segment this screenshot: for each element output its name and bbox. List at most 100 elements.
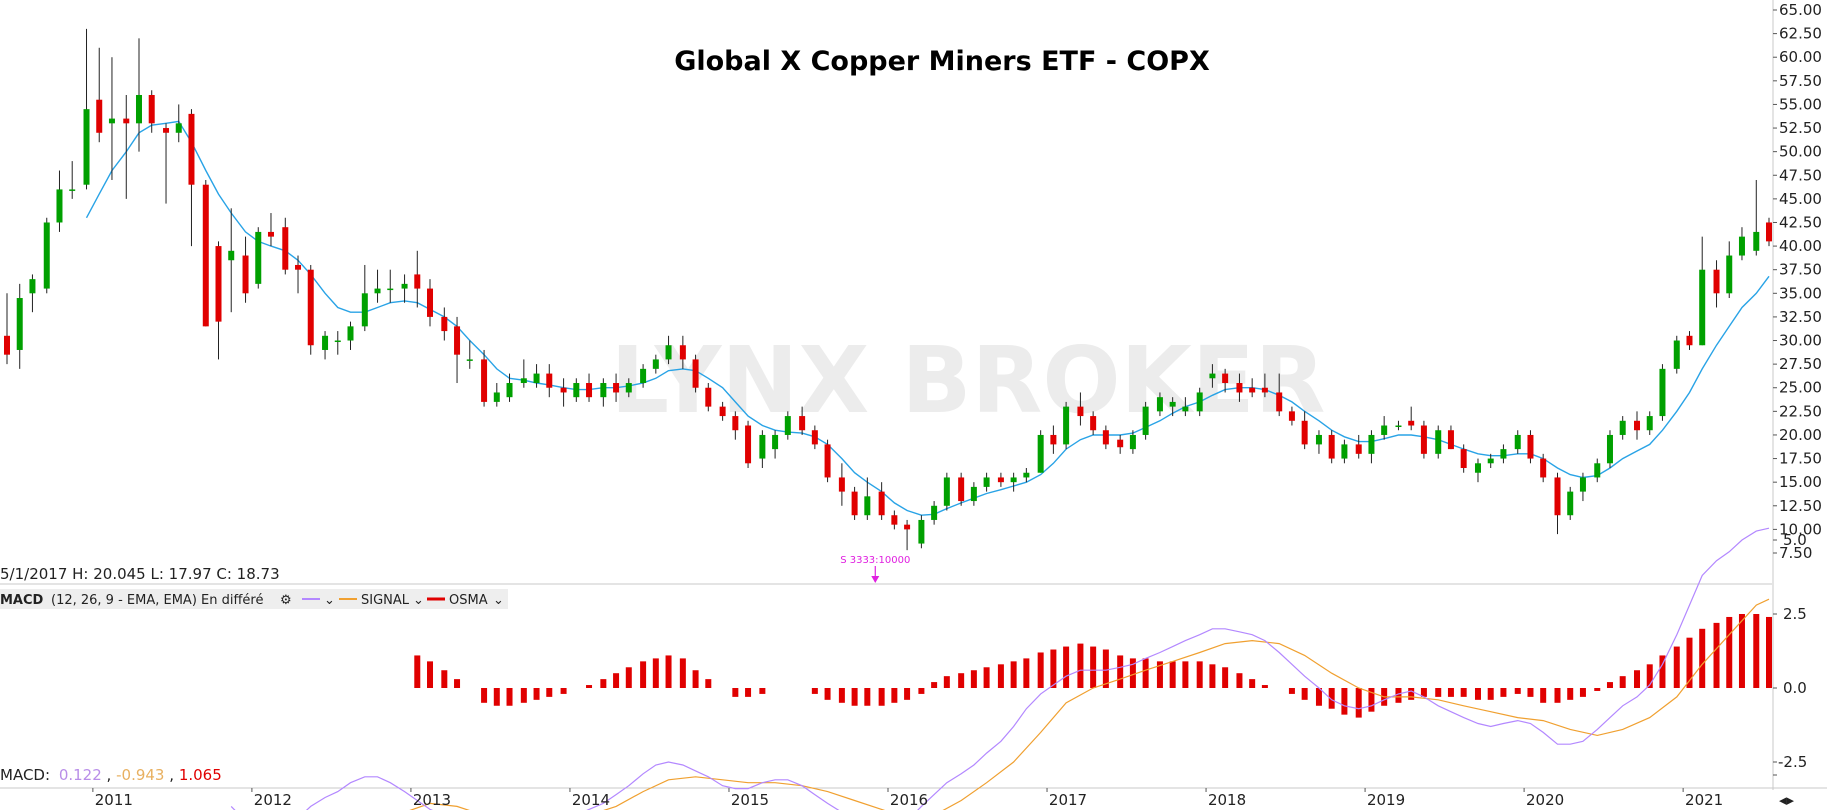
macd-legend[interactable]: MACD (12, 26, 9 - EMA, EMA) En différé ⚙…	[0, 589, 508, 609]
candlestick[interactable]	[1726, 241, 1733, 299]
candlestick[interactable]	[401, 274, 408, 303]
candlestick[interactable]	[1408, 406, 1415, 431]
candlestick[interactable]	[1447, 425, 1454, 450]
candlestick[interactable]	[943, 472, 950, 511]
candlestick[interactable]	[1606, 430, 1613, 469]
candlestick[interactable]	[1169, 397, 1176, 417]
candlestick[interactable]	[414, 250, 421, 308]
candlestick[interactable]	[1063, 401, 1070, 450]
candlestick[interactable]	[1249, 378, 1256, 398]
candlestick[interactable]	[1196, 387, 1203, 417]
candlestick[interactable]	[1646, 411, 1653, 435]
candlestick[interactable]	[573, 378, 580, 402]
candlestick[interactable]	[1381, 416, 1388, 440]
candlestick[interactable]	[163, 123, 170, 204]
chevron-down-icon[interactable]: ⌄	[493, 593, 504, 608]
candlestick[interactable]	[997, 472, 1004, 487]
candlestick[interactable]	[1540, 453, 1547, 483]
candlestick[interactable]	[1010, 472, 1017, 492]
candlestick[interactable]	[878, 482, 885, 520]
candlestick[interactable]	[96, 47, 103, 143]
candlestick[interactable]	[679, 335, 686, 369]
candlestick[interactable]	[1276, 373, 1283, 417]
candlestick[interactable]	[83, 28, 90, 190]
candlestick[interactable]	[228, 208, 235, 313]
candlestick[interactable]	[1460, 444, 1467, 473]
candlestick[interactable]	[1474, 458, 1481, 483]
candlestick[interactable]	[1209, 364, 1216, 388]
candlestick[interactable]	[838, 463, 845, 506]
candlestick[interactable]	[1699, 236, 1706, 346]
candlestick[interactable]	[1527, 430, 1534, 464]
candlestick[interactable]	[799, 406, 806, 435]
candlestick[interactable]	[784, 411, 791, 440]
candlestick[interactable]	[1156, 392, 1163, 417]
candlestick[interactable]	[267, 213, 274, 247]
candlestick[interactable]	[69, 161, 76, 199]
candlestick[interactable]	[16, 283, 23, 369]
settings-icon[interactable]: ⚙	[280, 593, 292, 608]
candlestick[interactable]	[361, 264, 368, 332]
candlestick[interactable]	[586, 373, 593, 402]
candlestick[interactable]	[1619, 416, 1626, 440]
candlestick[interactable]	[307, 264, 314, 355]
candlestick[interactable]	[1500, 444, 1507, 464]
candlestick[interactable]	[1077, 392, 1084, 426]
candlestick[interactable]	[970, 482, 977, 506]
candlestick[interactable]	[1117, 434, 1124, 454]
candlestick[interactable]	[625, 378, 632, 398]
candlestick[interactable]	[1288, 406, 1295, 426]
candlestick[interactable]	[1487, 453, 1494, 469]
candlestick[interactable]	[255, 227, 262, 289]
candlestick[interactable]	[759, 430, 766, 469]
candlestick[interactable]	[322, 331, 329, 360]
candlestick[interactable]	[215, 241, 222, 360]
candlestick[interactable]	[1395, 420, 1402, 431]
candlestick[interactable]	[613, 373, 620, 402]
candlestick[interactable]	[1355, 434, 1362, 459]
candlestick[interactable]	[958, 472, 965, 506]
candlestick[interactable]	[108, 57, 115, 180]
candlestick[interactable]	[533, 364, 540, 388]
candlestick[interactable]	[1579, 472, 1586, 502]
candlestick[interactable]	[1261, 373, 1268, 398]
candlestick[interactable]	[175, 104, 182, 143]
candlestick[interactable]	[148, 90, 155, 133]
candlestick[interactable]	[1102, 425, 1109, 450]
candlestick[interactable]	[1301, 411, 1308, 450]
candlestick[interactable]	[904, 519, 911, 551]
candlestick[interactable]	[1341, 439, 1348, 464]
candlestick[interactable]	[493, 383, 500, 407]
candlestick[interactable]	[520, 359, 527, 388]
candlestick[interactable]	[983, 472, 990, 492]
candlestick[interactable]	[387, 269, 394, 303]
candlestick[interactable]	[1514, 430, 1521, 454]
candlestick[interactable]	[719, 401, 726, 421]
candlestick[interactable]	[811, 425, 818, 450]
candlestick[interactable]	[56, 170, 63, 232]
candlestick[interactable]	[123, 94, 130, 199]
candlestick[interactable]	[374, 269, 381, 303]
candlestick[interactable]	[600, 378, 607, 407]
candlestick[interactable]	[1368, 430, 1375, 464]
candlestick[interactable]	[43, 217, 50, 294]
candlestick[interactable]	[1567, 486, 1574, 520]
candlestick[interactable]	[4, 293, 10, 365]
candlestick[interactable]	[1435, 425, 1442, 459]
candlestick[interactable]	[864, 477, 871, 520]
candlestick[interactable]	[1050, 425, 1057, 454]
candlestick[interactable]	[1420, 420, 1427, 459]
candlestick[interactable]	[891, 510, 898, 530]
candlestick[interactable]	[1023, 468, 1030, 483]
candlestick[interactable]	[665, 335, 672, 365]
axis-corner-arrow-icon[interactable]: ◂▸	[1779, 791, 1795, 809]
candlestick[interactable]	[692, 354, 699, 393]
candlestick[interactable]	[1594, 458, 1601, 483]
candlestick[interactable]	[1236, 373, 1243, 402]
candlestick[interactable]	[481, 349, 488, 407]
candlestick[interactable]	[347, 321, 354, 350]
candlestick[interactable]	[202, 179, 209, 327]
candlestick[interactable]	[1328, 430, 1335, 464]
candlestick[interactable]	[732, 411, 739, 440]
candlestick[interactable]	[851, 486, 858, 520]
